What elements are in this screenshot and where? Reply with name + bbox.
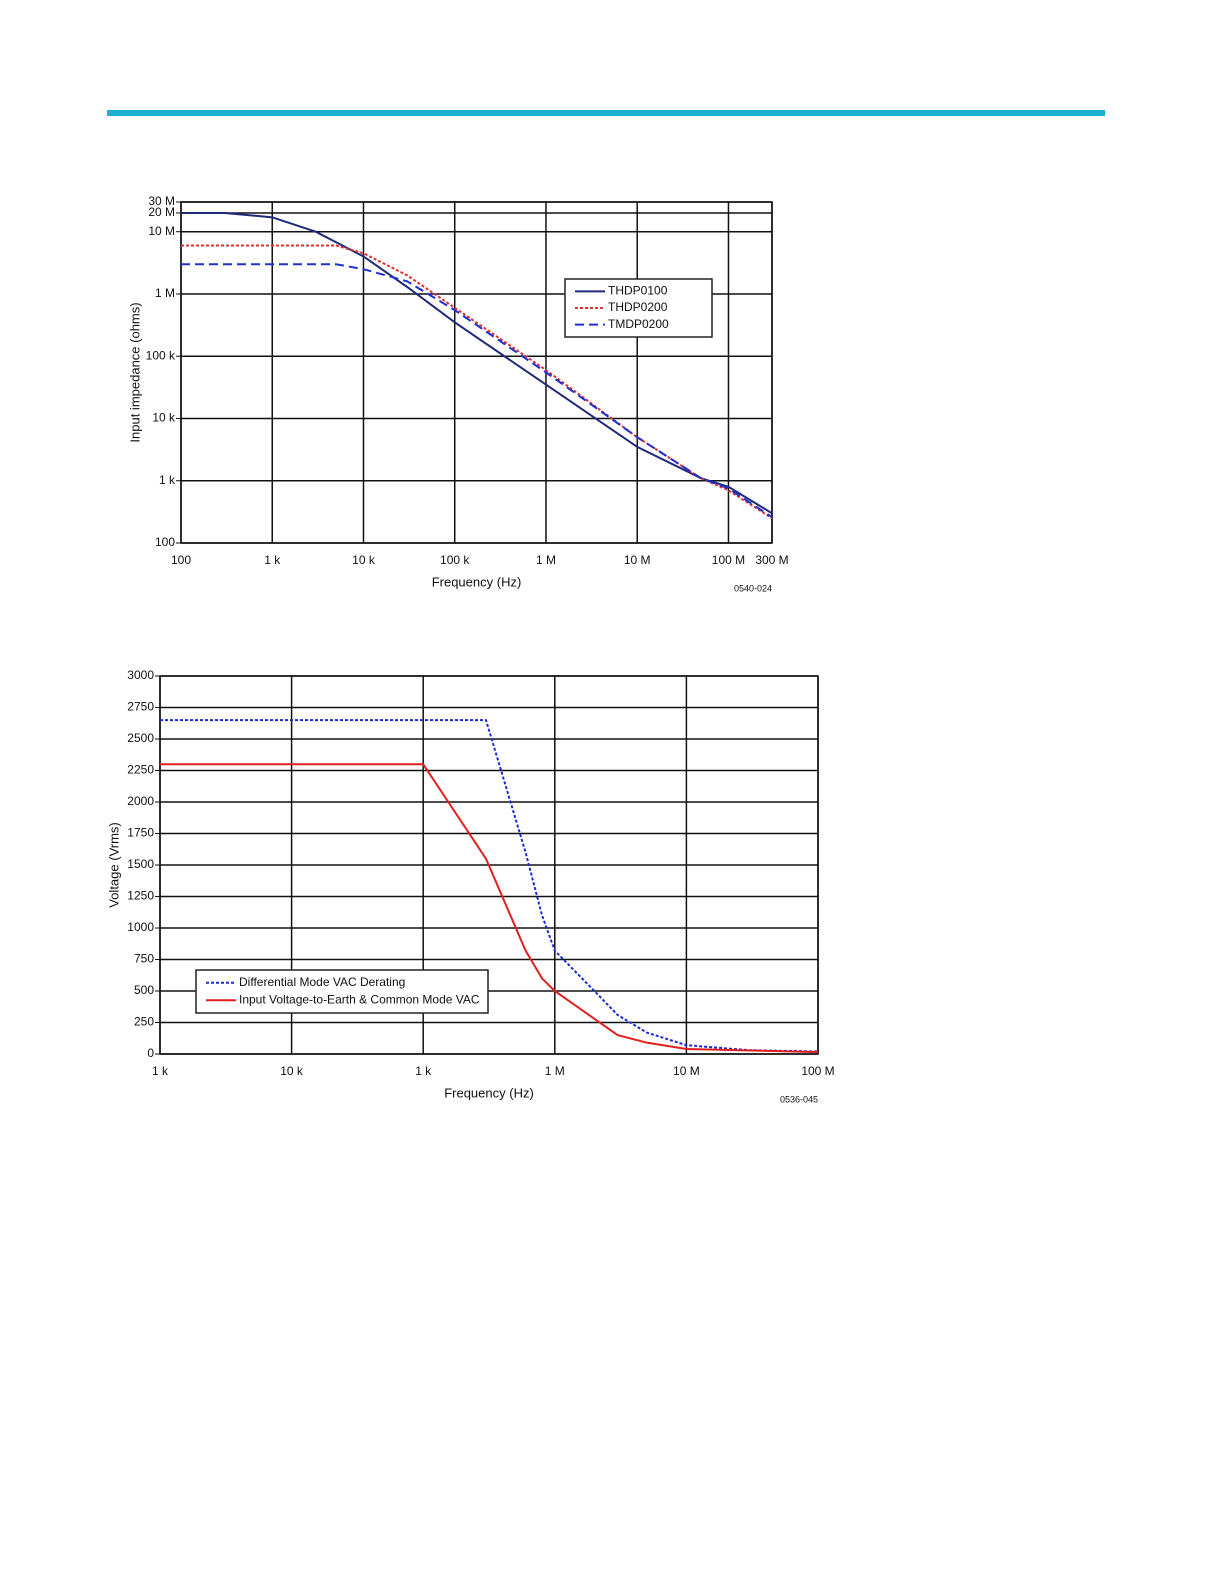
- x-tick-label: 1 k: [264, 553, 281, 567]
- y-tick-label: 2500: [127, 731, 154, 745]
- y-tick-label: 1500: [127, 857, 154, 871]
- y-tick-label: 750: [134, 952, 154, 966]
- x-axis-label: Frequency (Hz): [432, 574, 522, 589]
- plot-frame: [159, 675, 819, 1055]
- legend-label: Differential Mode VAC Derating: [239, 975, 405, 989]
- y-tick-label: 20 M: [148, 205, 175, 219]
- y-tick-label: 3000: [127, 668, 154, 682]
- series-line: [181, 244, 773, 520]
- x-tick-label: 100: [171, 553, 191, 567]
- y-axis-label: Input impedance (ohms): [127, 302, 142, 442]
- plot-frame: [180, 201, 773, 544]
- y-tick-label: 100 k: [146, 348, 176, 362]
- y-tick-label: 2750: [127, 700, 154, 714]
- y-tick-label: 2250: [127, 763, 154, 777]
- series-line: [181, 211, 773, 515]
- y-tick-label: 10 k: [152, 411, 176, 425]
- y-tick-label: 1 k: [159, 473, 176, 487]
- y-tick-label: 10 M: [148, 224, 175, 238]
- legend-box: [564, 278, 713, 338]
- x-tick-label: 100 M: [712, 553, 745, 567]
- legend-label: THDP0200: [608, 300, 668, 314]
- y-axis-label: Voltage (Vrms): [106, 822, 121, 908]
- y-tick-label: 1250: [127, 889, 154, 903]
- annotation: 0540-024: [734, 583, 772, 593]
- y-tick-label: 1000: [127, 920, 154, 934]
- x-tick-label: 10 M: [624, 553, 651, 567]
- y-tick-label: 1 M: [155, 286, 175, 300]
- legend-box: [195, 969, 489, 1014]
- x-tick-label: 10 k: [352, 553, 376, 567]
- series-line: [181, 263, 773, 518]
- x-tick-label: 1 k: [152, 1064, 169, 1078]
- x-tick-label: 10 k: [280, 1064, 304, 1078]
- y-tick-label: 250: [134, 1015, 154, 1029]
- y-tick-label: 0: [147, 1046, 154, 1060]
- x-tick-label: 1 k: [415, 1064, 432, 1078]
- x-axis-label: Frequency (Hz): [444, 1085, 534, 1100]
- header-bar: [107, 110, 1105, 116]
- legend-label: TMDP0200: [608, 317, 669, 331]
- x-tick-label: 100 M: [801, 1064, 834, 1078]
- annotation: 0536-045: [780, 1094, 818, 1104]
- legend-label: Input Voltage-to-Earth & Common Mode VAC: [239, 992, 480, 1006]
- x-tick-label: 1 M: [545, 1064, 565, 1078]
- x-tick-label: 10 M: [673, 1064, 700, 1078]
- x-tick-label: 100 k: [440, 553, 470, 567]
- x-tick-label: 300 M: [755, 553, 788, 567]
- y-tick-label: 1750: [127, 826, 154, 840]
- y-tick-label: 100: [155, 535, 175, 549]
- y-tick-label: 2000: [127, 794, 154, 808]
- x-tick-label: 1 M: [536, 553, 556, 567]
- legend-label: THDP0100: [608, 284, 668, 298]
- y-tick-label: 500: [134, 983, 154, 997]
- y-tick-label: 30 M: [148, 194, 175, 208]
- series-line: [160, 763, 819, 1054]
